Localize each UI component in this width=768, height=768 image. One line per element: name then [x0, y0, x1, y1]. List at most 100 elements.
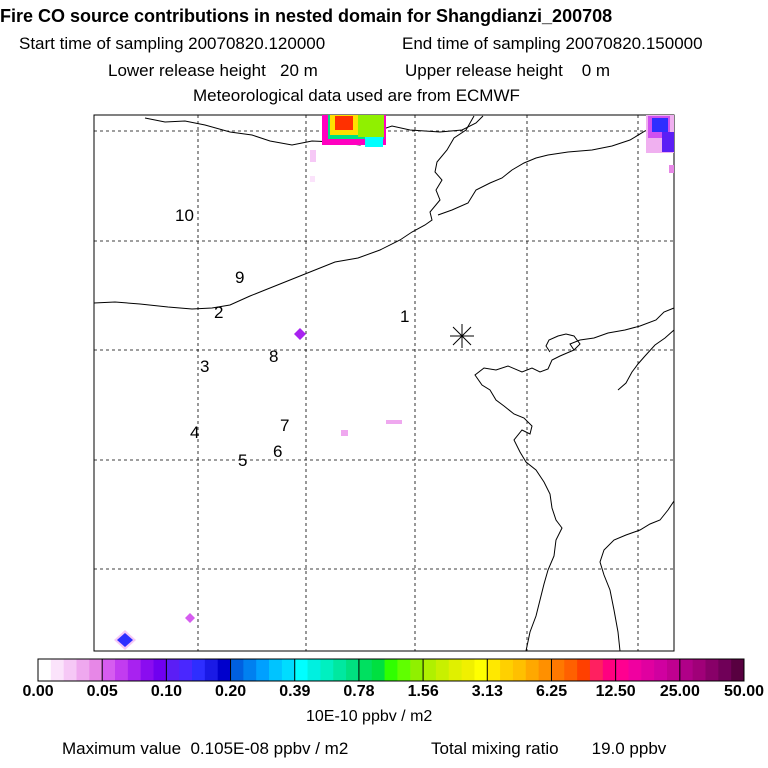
- plume-top-right: [646, 115, 674, 153]
- coastline: [474, 307, 675, 652]
- colorbar-tick-label: 12.50: [595, 683, 636, 700]
- region-label-1: 1: [400, 307, 409, 326]
- end-time-label: End time of sampling 20070820.150000: [402, 34, 703, 53]
- colorbar-cell: [615, 659, 629, 681]
- colorbar-cell: [384, 659, 398, 681]
- colorbar-ticks: [37, 659, 745, 681]
- plume-cell: [117, 633, 133, 647]
- lower-release-label: Lower release height 20 m: [108, 61, 318, 80]
- colorbar-cell: [551, 659, 565, 681]
- colorbar-cell: [654, 659, 668, 681]
- colorbar-cell: [705, 659, 719, 681]
- colorbar-cell: [50, 659, 65, 681]
- colorbar-cell: [230, 659, 244, 681]
- plume-cell: [358, 115, 384, 137]
- plume-cell: [662, 132, 674, 152]
- colorbar-cell: [487, 659, 501, 681]
- region-label-8: 8: [269, 347, 278, 366]
- colorbar-tick-label: 0.10: [150, 683, 182, 700]
- colorbar-cell: [179, 659, 193, 681]
- colorbar-tick-label: 0.00: [22, 683, 54, 700]
- colorbar-cell: [628, 659, 642, 681]
- region-label-2: 2: [214, 303, 223, 322]
- plume-speck: [341, 430, 348, 436]
- region-label-3: 3: [200, 357, 209, 376]
- colorbar-cell: [269, 659, 283, 681]
- colorbar-unit-label: 10E-10 ppbv / m2: [306, 708, 433, 725]
- colorbar-cell: [217, 659, 232, 681]
- met-data-label: Meteorological data used are from ECMWF: [193, 86, 520, 105]
- colorbar-cell: [307, 659, 321, 681]
- colorbar-cell: [666, 659, 681, 681]
- colorbar-tick-label: 0.05: [86, 683, 118, 700]
- colorbar-cell: [448, 659, 463, 681]
- colorbar-cell: [358, 659, 373, 681]
- colorbar-cell: [500, 659, 514, 681]
- colorbar-cell: [435, 659, 450, 681]
- colorbar-cell: [38, 659, 52, 681]
- colorbar-cell: [564, 659, 578, 681]
- colorbar-cell: [718, 659, 732, 681]
- colorbar-cell: [281, 659, 296, 681]
- peninsula-coast: [545, 333, 581, 353]
- colorbar-cell: [410, 659, 424, 681]
- colorbar-cell: [102, 659, 116, 681]
- colorbar-cell: [166, 659, 180, 681]
- colorbar-cell: [115, 659, 129, 681]
- colorbar-cell: [153, 659, 167, 681]
- station-star-marker: [450, 324, 474, 348]
- plume-speck: [386, 420, 402, 424]
- plume-cell: [335, 116, 353, 130]
- region-label-9: 9: [235, 268, 244, 287]
- colorbar-cell: [589, 659, 604, 681]
- colorbar-cell: [423, 659, 437, 681]
- colorbar-cell: [602, 659, 617, 681]
- colorbar-cell: [512, 659, 527, 681]
- colorbar-cell: [192, 659, 206, 681]
- colorbar-tick-label: 25.00: [659, 683, 700, 700]
- colorbar-cell: [140, 659, 155, 681]
- colorbar-tick-label: 3.13: [471, 683, 503, 700]
- upper-release-label: Upper release height 0 m: [405, 61, 611, 80]
- plume-top-center: [322, 115, 386, 147]
- colorbar-cell: [89, 659, 103, 681]
- region-label-5: 5: [238, 451, 247, 470]
- colorbar-cell: [127, 659, 142, 681]
- colorbar-cell: [461, 659, 475, 681]
- colorbar-cell: [525, 659, 540, 681]
- colorbar-cell: [243, 659, 257, 681]
- max-value-label: Maximum value 0.105E-08 ppbv / m2: [62, 739, 349, 758]
- colorbar-cell: [731, 659, 745, 681]
- colorbar-cell: [76, 659, 90, 681]
- colorbar-tick-label: 0.20: [215, 683, 247, 700]
- plume-bottom-left: [114, 630, 136, 650]
- colorbar-cell: [333, 659, 347, 681]
- plume-speck: [310, 176, 315, 182]
- colorbar: [38, 659, 745, 681]
- colorbar-tick-label: 50.00: [724, 683, 765, 700]
- colorbar-cell: [294, 659, 309, 681]
- colorbar-tick-label: 6.25: [535, 683, 568, 700]
- plume-speck: [310, 150, 316, 162]
- colorbar-cell: [577, 659, 591, 681]
- region-label-7: 7: [280, 416, 289, 435]
- colorbar-cell: [256, 659, 270, 681]
- colorbar-cell: [371, 659, 386, 681]
- map-frame: [93, 114, 675, 652]
- colorbar-cell: [320, 659, 334, 681]
- colorbar-tick-label: 1.56: [407, 683, 439, 700]
- total-mixing-label: Total mixing ratio 19.0 ppbv: [431, 739, 667, 758]
- plume-cell: [652, 118, 668, 132]
- plume-speck: [294, 328, 306, 340]
- colorbar-cell: [538, 659, 552, 681]
- coastline-east-upper: [617, 329, 675, 391]
- plume-speck: [669, 165, 674, 173]
- start-time-label: Start time of sampling 20070820.120000: [19, 34, 326, 53]
- border-line-northeast: [437, 119, 675, 216]
- colorbar-tick-label: 0.78: [343, 683, 375, 700]
- coastline-east: [599, 500, 675, 652]
- plume-speck: [185, 613, 195, 623]
- border-line-inner: [93, 115, 475, 310]
- region-label-6: 6: [273, 442, 282, 461]
- region-label-10: 10: [175, 206, 194, 225]
